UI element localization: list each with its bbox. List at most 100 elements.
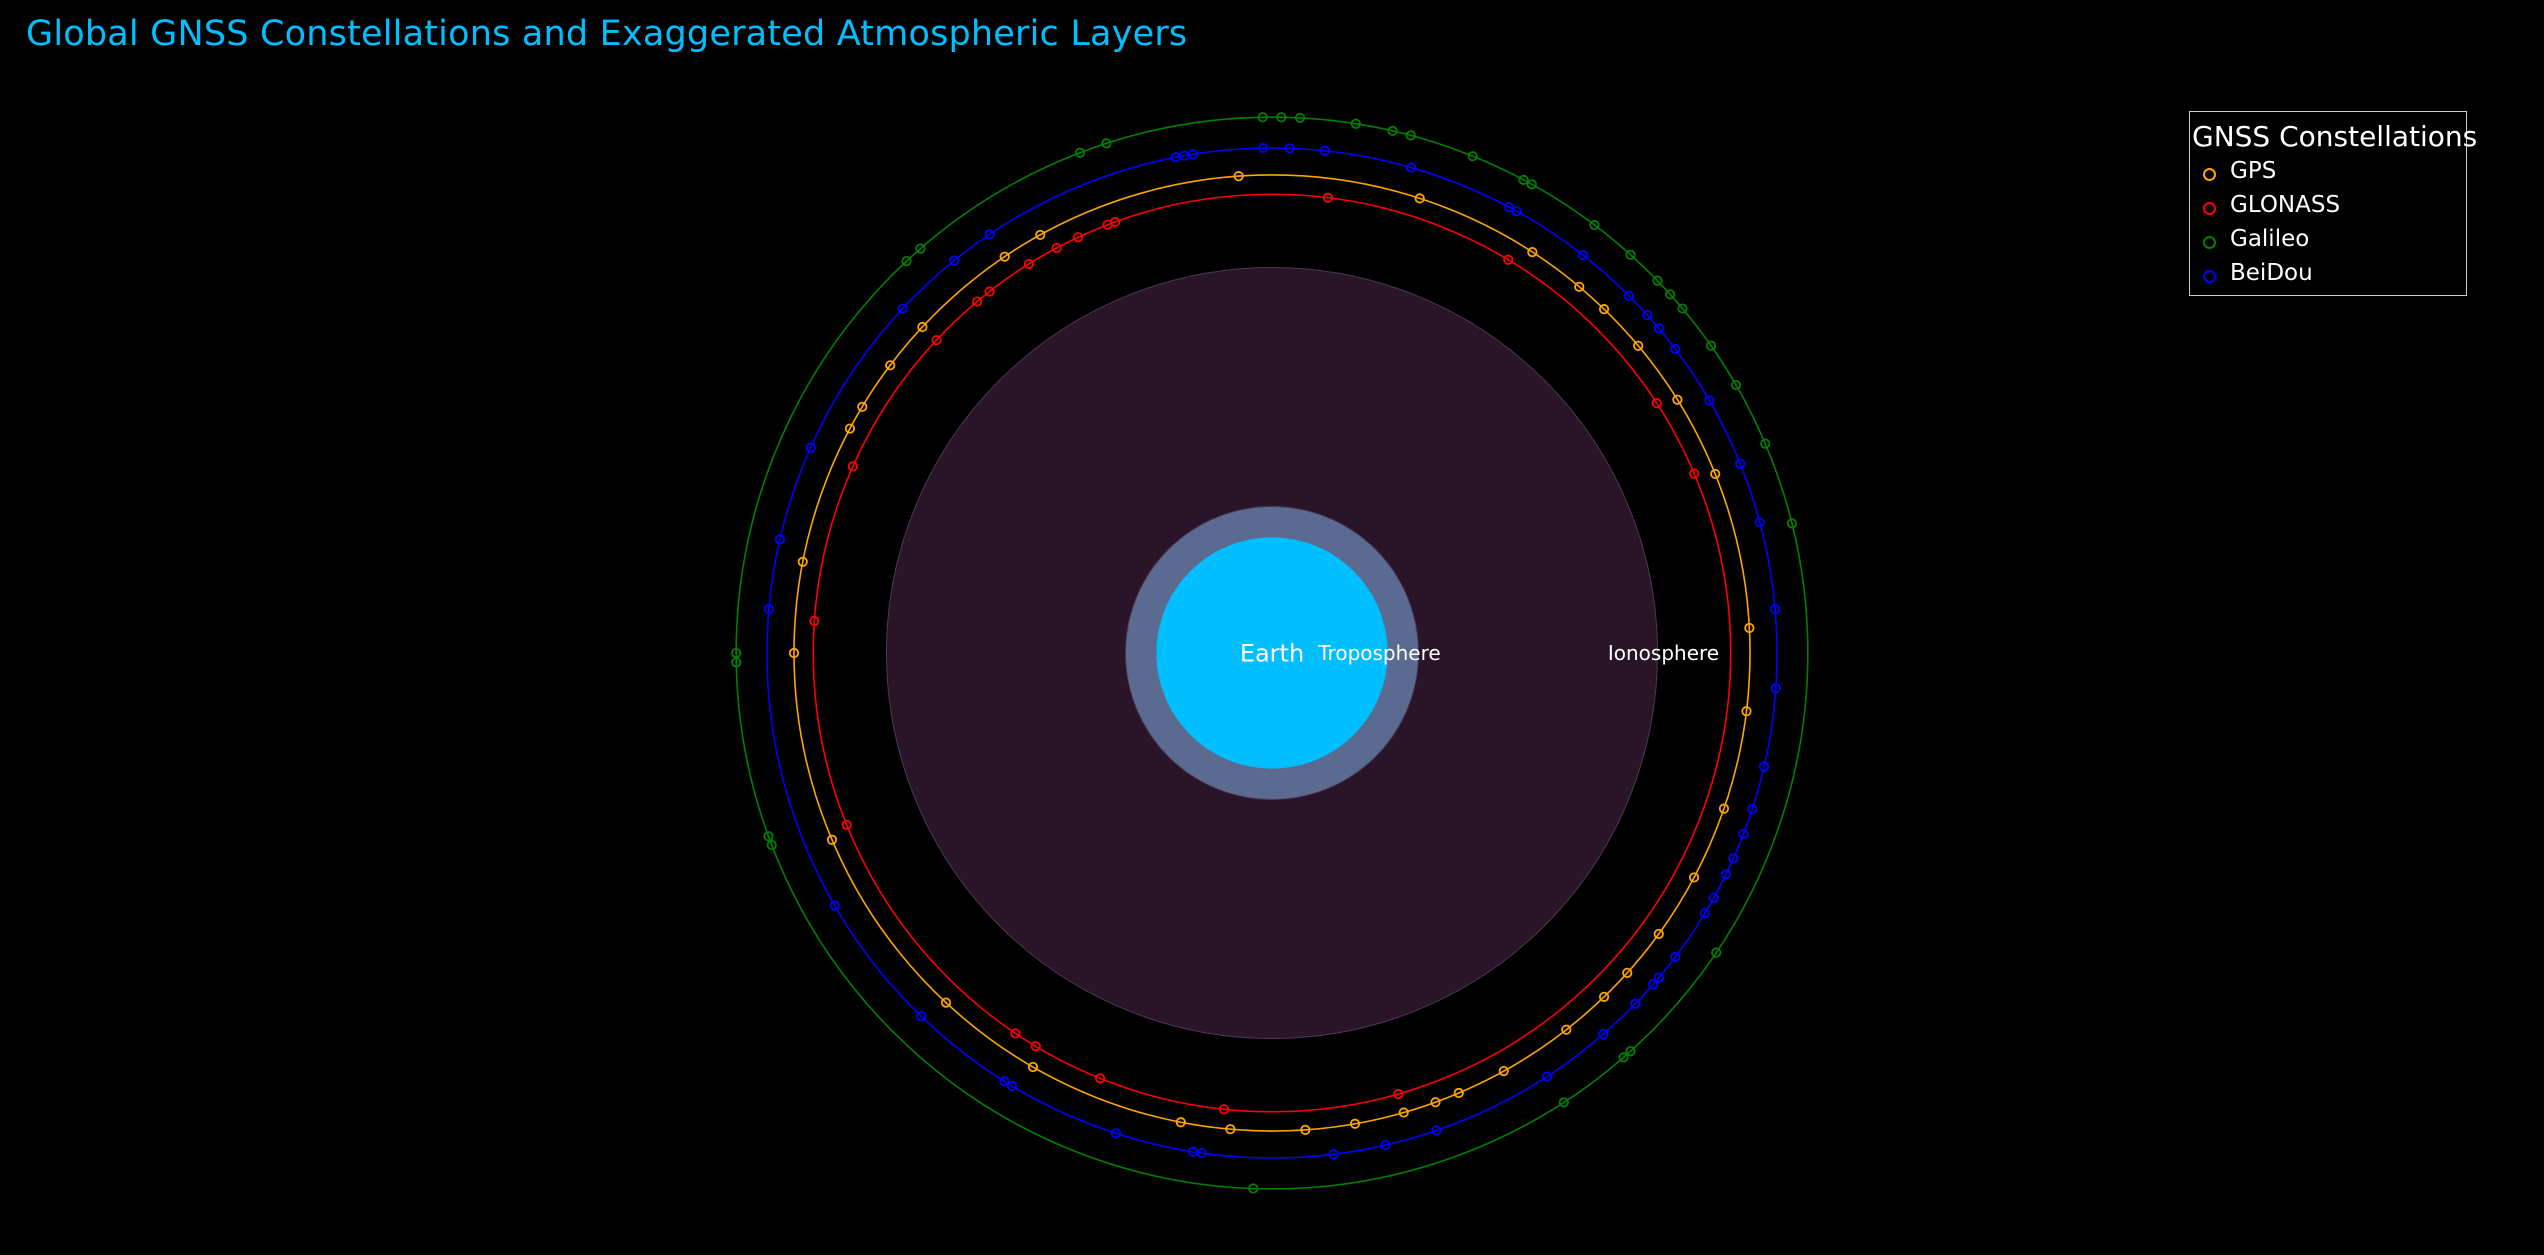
- beidou-satellite: [1598, 1029, 1609, 1040]
- beidou-satellite: [1319, 145, 1330, 156]
- galileo-satellite: [766, 839, 777, 851]
- beidou-satellite: [829, 900, 840, 911]
- galileo-satellite: [1625, 249, 1636, 260]
- galileo-satellite: [1625, 1046, 1636, 1057]
- galileo-satellite: [731, 647, 742, 659]
- gps-satellite: [1453, 1087, 1464, 1099]
- legend-title: GNSS Constellations: [2192, 120, 2478, 153]
- beidou-satellite: [1754, 517, 1765, 528]
- gps-satellite: [1672, 394, 1683, 405]
- glonass-satellite: [1095, 1073, 1106, 1084]
- gps-satellite: [1741, 706, 1752, 717]
- gps-satellite: [1349, 1118, 1361, 1129]
- galileo-satellite: [763, 831, 774, 842]
- gps-satellite: [844, 423, 856, 434]
- gps-satellite: [1498, 1065, 1509, 1077]
- galileo-satellite: [1294, 112, 1306, 123]
- gps-marker-icon: [2203, 168, 2216, 181]
- beidou-satellite: [984, 229, 995, 240]
- galileo-satellite: [731, 657, 742, 668]
- legend-label-glonass: GLONASS: [2230, 192, 2341, 218]
- beidou-satellite: [1747, 803, 1758, 815]
- gps-satellite: [940, 997, 952, 1008]
- legend-item-glonass[interactable]: GLONASS: [2190, 192, 2466, 224]
- galileo-satellite: [1589, 219, 1600, 231]
- beidou-satellite: [1728, 853, 1739, 864]
- galileo-satellite: [915, 243, 926, 254]
- glonass-satellite: [1651, 398, 1662, 409]
- gps-satellite: [1574, 281, 1585, 292]
- beidou-satellite: [1328, 1149, 1339, 1160]
- galileo-satellite: [1467, 151, 1478, 162]
- gps-satellite: [1598, 304, 1610, 315]
- gps-satellite: [1718, 803, 1730, 814]
- galileo-satellite: [1618, 1052, 1629, 1063]
- galileo-satellite: [1652, 275, 1663, 286]
- legend-item-gps[interactable]: GPS: [2190, 158, 2466, 190]
- galileo-orbit: [735, 116, 1809, 1190]
- galileo-satellite: [901, 256, 912, 267]
- beidou-satellite: [1653, 972, 1664, 983]
- glonass-satellite: [1689, 468, 1700, 479]
- gps-satellite: [999, 251, 1010, 262]
- beidou-marker-icon: [2203, 270, 2216, 283]
- gps-satellite: [857, 401, 868, 412]
- beidou-satellite: [1577, 249, 1589, 261]
- gps-satellite: [1653, 928, 1664, 940]
- gps-satellite: [1233, 171, 1244, 182]
- galileo-satellite: [1101, 138, 1112, 149]
- beidou-satellite: [1670, 343, 1681, 355]
- legend-label-beidou: BeiDou: [2230, 260, 2313, 286]
- galileo-satellite: [1074, 147, 1086, 158]
- beidou-satellite: [1670, 951, 1681, 963]
- gps-satellite: [1027, 1061, 1039, 1073]
- beidou-satellite: [1187, 1146, 1199, 1157]
- beidou-orbit: [766, 147, 1778, 1159]
- beidou-satellite: [1187, 149, 1199, 160]
- galileo-satellite: [1518, 174, 1529, 185]
- beidou-satellite: [897, 303, 908, 314]
- beidou-satellite: [1630, 998, 1641, 1009]
- galileo-satellite: [1760, 438, 1771, 449]
- galileo-satellite: [1276, 112, 1287, 123]
- earth-layer: [1156, 537, 1388, 769]
- glonass-satellite: [1393, 1088, 1404, 1100]
- beidou-satellite: [1704, 395, 1715, 406]
- galileo-satellite: [1665, 289, 1676, 300]
- beidou-satellite: [774, 534, 786, 545]
- gps-satellite: [797, 556, 808, 567]
- legend[interactable]: GNSS Constellations GPS GLONASS Galileo …: [2189, 111, 2477, 296]
- beidou-satellite: [1720, 869, 1731, 880]
- beidou-satellite: [1110, 1128, 1122, 1139]
- gps-satellite: [1710, 468, 1721, 480]
- galileo-satellite: [1730, 379, 1742, 391]
- glonass-satellite: [1102, 219, 1113, 230]
- beidou-satellite: [1503, 202, 1515, 213]
- beidou-satellite: [1699, 907, 1710, 919]
- beidou-satellite: [1758, 761, 1770, 772]
- beidou-satellite: [1770, 683, 1781, 694]
- galileo-satellite: [1257, 112, 1268, 123]
- gps-satellite: [1622, 967, 1633, 978]
- gps-satellite: [788, 647, 800, 659]
- glonass-satellite: [984, 286, 995, 297]
- gps-satellite: [1398, 1107, 1409, 1118]
- legend-label-galileo: Galileo: [2230, 226, 2310, 252]
- galileo-satellite: [1526, 179, 1537, 190]
- gps-satellite: [1300, 1124, 1311, 1135]
- gps-orbit: [793, 174, 1751, 1132]
- galileo-satellite: [1705, 340, 1717, 351]
- legend-item-beidou[interactable]: BeiDou: [2190, 260, 2466, 292]
- galileo-satellite: [1350, 118, 1361, 129]
- legend-item-galileo[interactable]: Galileo: [2190, 226, 2466, 258]
- ionosphere-label: Ionosphere: [1608, 641, 1719, 665]
- beidou-satellite: [1258, 142, 1269, 154]
- beidou-satellite: [1511, 206, 1522, 217]
- galileo-satellite: [1711, 947, 1722, 958]
- galileo-satellite: [1248, 1183, 1259, 1194]
- beidou-satellite: [1623, 290, 1635, 302]
- beidou-satellite: [1738, 828, 1749, 840]
- beidou-satellite: [1284, 143, 1295, 154]
